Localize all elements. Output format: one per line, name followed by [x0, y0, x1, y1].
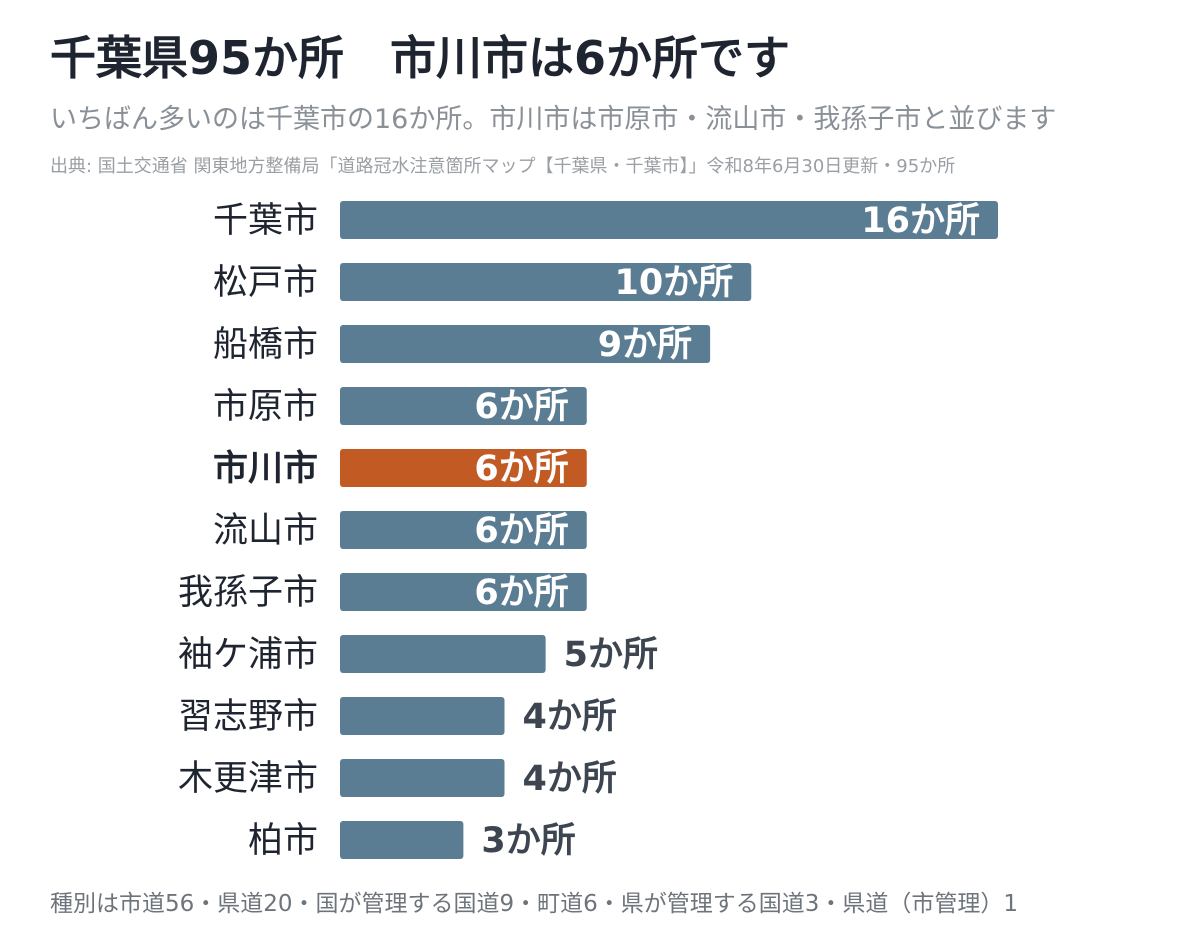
category-label: 袖ケ浦市 [178, 635, 318, 675]
value-label: 10か所 [615, 263, 734, 303]
bar [340, 511, 587, 549]
category-label: 木更津市 [178, 759, 318, 799]
value-label: 6か所 [474, 387, 568, 427]
category-label: 流山市 [213, 511, 318, 551]
bar [340, 263, 752, 301]
category-label: 習志野市 [178, 697, 318, 737]
bar [340, 325, 711, 363]
bar [340, 759, 505, 797]
value-label: 16か所 [861, 201, 980, 241]
category-label: 我孫子市 [178, 573, 318, 613]
bar [340, 821, 464, 859]
value-label: 5か所 [564, 635, 658, 675]
bar [340, 635, 546, 673]
category-label: 柏市 [248, 821, 318, 861]
footnote: 種別は市道56・県道20・国が管理する国道9・町道6・県が管理する国道3・県道（… [50, 891, 1019, 917]
bar [340, 697, 505, 735]
value-label: 9か所 [598, 325, 692, 365]
category-label: 市川市 [213, 449, 318, 489]
value-label: 6か所 [474, 449, 568, 489]
category-label: 千葉市 [213, 201, 318, 241]
value-label: 6か所 [474, 511, 568, 551]
value-label: 3か所 [481, 821, 575, 861]
chart-subtitle: いちばん多いのは千葉市の16か所。市川市は市原市・流山市・我孫子市と並びます [50, 104, 1057, 135]
category-label: 船橋市 [213, 325, 318, 365]
bar [340, 201, 998, 239]
chart-title: 千葉県95か所 市川市は6か所です [50, 31, 791, 85]
bar [340, 573, 587, 611]
bar [340, 387, 587, 425]
value-label: 4か所 [523, 697, 617, 737]
source-note: 出典: 国土交通省 関東地方整備局「道路冠水注意箇所マップ【千葉県・千葉市】」令… [50, 156, 956, 177]
value-label: 4か所 [523, 759, 617, 799]
bar-highlight [340, 449, 587, 487]
category-label: 松戸市 [213, 263, 318, 303]
value-label: 6か所 [474, 573, 568, 613]
category-label: 市原市 [213, 387, 318, 427]
